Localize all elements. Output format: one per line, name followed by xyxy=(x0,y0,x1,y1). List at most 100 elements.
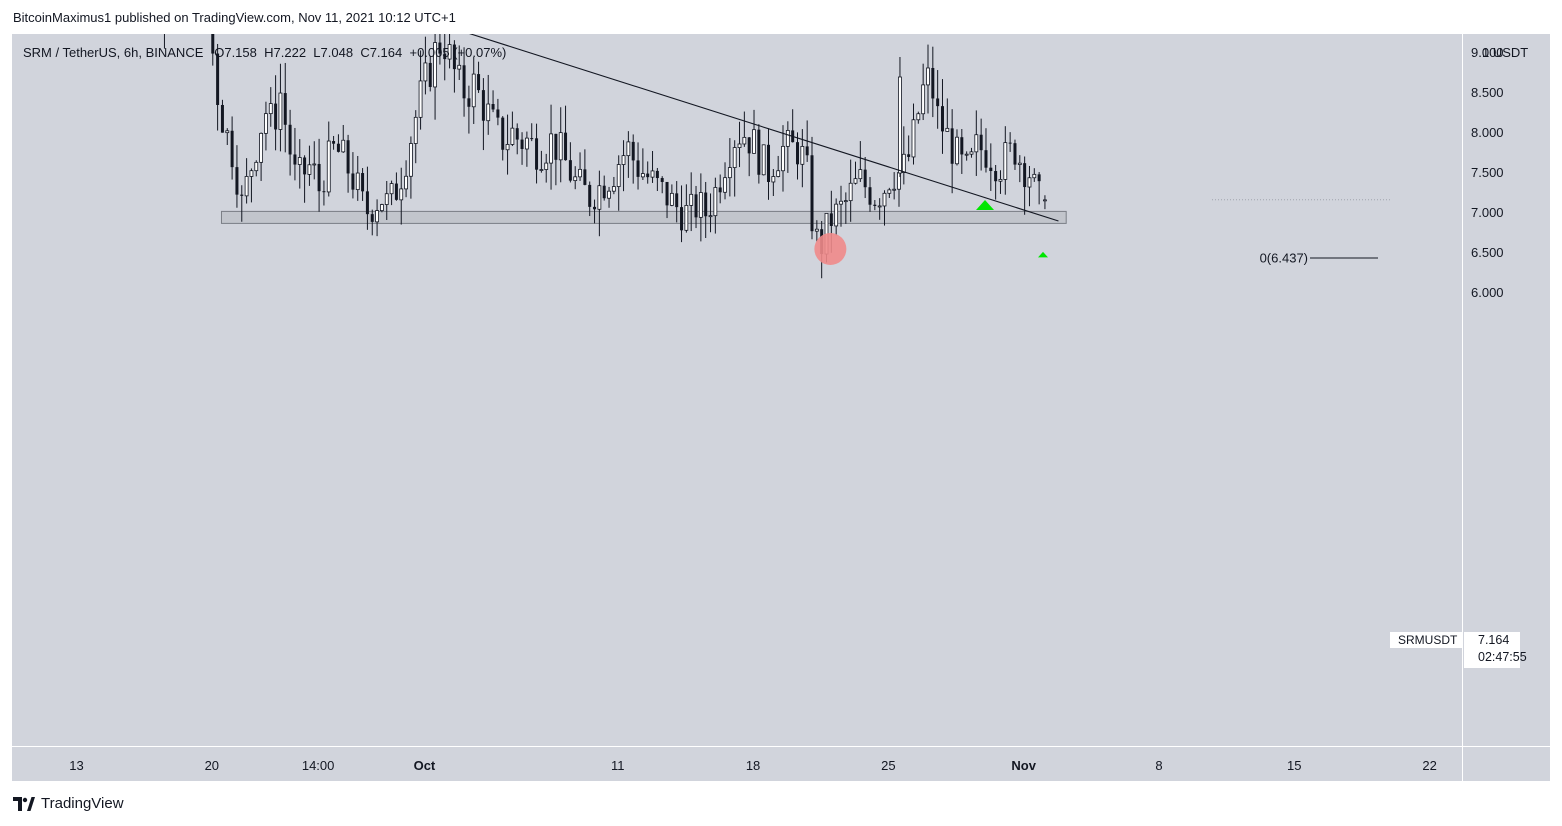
candle xyxy=(554,133,558,186)
candle xyxy=(481,78,485,151)
candle xyxy=(800,129,805,188)
candle xyxy=(868,176,872,212)
y-axis-unit: 1 USDT xyxy=(1482,45,1529,60)
candle xyxy=(1037,172,1041,205)
last-price-label: 7.164 02:47:55 xyxy=(1464,632,1527,668)
candle xyxy=(583,149,587,186)
symbol-pair: SRM / TetherUS, 6h, BINANCE xyxy=(23,45,204,60)
change-value: +0.005 (+0.07%) xyxy=(409,45,507,60)
close-value: 7.164 xyxy=(369,45,403,60)
candle xyxy=(776,155,781,178)
candle xyxy=(960,129,964,174)
low-value: 7.048 xyxy=(320,45,354,60)
candle xyxy=(240,185,244,222)
candle xyxy=(898,57,902,177)
candle xyxy=(969,147,974,158)
chart-area[interactable]: 14.00013.50013.00012.50012.00011.50011.0… xyxy=(12,34,1550,781)
candle xyxy=(873,200,877,211)
candle xyxy=(1013,139,1017,170)
candle xyxy=(443,34,447,81)
candle xyxy=(877,198,882,220)
candle xyxy=(708,193,713,233)
candle xyxy=(843,192,848,224)
y-tick-label: 8.500 xyxy=(1471,85,1504,100)
candle xyxy=(399,167,404,225)
candle xyxy=(767,128,771,200)
candle xyxy=(365,166,369,230)
candle xyxy=(621,140,626,192)
candle xyxy=(660,176,664,194)
candle xyxy=(520,132,524,165)
candle xyxy=(989,143,993,191)
candle xyxy=(791,109,795,143)
candle xyxy=(994,164,998,200)
candle xyxy=(796,132,800,180)
candle xyxy=(1017,155,1022,183)
candle xyxy=(640,148,645,180)
candle xyxy=(346,134,350,193)
candle xyxy=(467,85,471,134)
low-label: L xyxy=(313,45,321,60)
candle xyxy=(452,40,456,93)
candle xyxy=(593,199,597,224)
publish-line: BitcoinMaximus1 published on TradingView… xyxy=(13,10,456,25)
candle xyxy=(544,153,549,183)
x-tick-label: Nov xyxy=(1011,758,1036,773)
candle xyxy=(940,79,944,154)
footer-brand[interactable]: TradingView xyxy=(13,795,124,812)
candle xyxy=(669,184,674,207)
candle xyxy=(698,173,703,242)
y-tick-label: 6.000 xyxy=(1471,285,1504,300)
candle xyxy=(921,63,926,121)
candle xyxy=(486,74,491,135)
x-tick-label: 22 xyxy=(1422,758,1436,773)
candle xyxy=(882,190,887,226)
candle xyxy=(727,138,732,197)
candle xyxy=(1027,165,1032,207)
candle xyxy=(732,140,737,197)
candle xyxy=(361,168,365,201)
candle xyxy=(317,138,321,212)
candle xyxy=(931,46,935,118)
x-tick-label: 8 xyxy=(1155,758,1162,773)
price-chart[interactable]: 14.00013.50013.00012.50012.00011.50011.0… xyxy=(12,34,1550,781)
candle xyxy=(471,56,476,124)
x-tick-label: 18 xyxy=(746,758,760,773)
candle xyxy=(230,116,234,180)
x-tick-label: 14:00 xyxy=(302,758,335,773)
candle xyxy=(998,170,1003,194)
candle xyxy=(650,150,655,183)
candle xyxy=(332,135,336,150)
candle xyxy=(616,155,621,211)
candle xyxy=(235,145,239,208)
candle xyxy=(911,103,916,165)
candle xyxy=(249,168,254,203)
candle xyxy=(742,111,747,147)
candle xyxy=(1003,126,1008,195)
candle xyxy=(771,168,776,197)
candle xyxy=(680,185,684,243)
candle xyxy=(713,177,718,234)
candle xyxy=(394,172,398,201)
candle xyxy=(955,129,959,166)
symbol-ohlc-bar: SRM / TetherUS, 6h, BINANCE O7.158 H7.22… xyxy=(23,45,506,60)
candle xyxy=(326,121,331,197)
x-tick-label: 25 xyxy=(881,758,895,773)
candle xyxy=(863,157,867,199)
candle xyxy=(505,114,510,175)
candle xyxy=(462,47,466,117)
candle xyxy=(254,160,259,177)
breakdown-circle-marker xyxy=(814,233,847,265)
candle xyxy=(761,144,766,176)
candle xyxy=(216,43,220,131)
candle xyxy=(370,209,374,236)
open-value: 7.158 xyxy=(224,45,257,60)
candle xyxy=(558,107,563,183)
candle xyxy=(535,123,539,184)
candle xyxy=(413,110,418,164)
candle xyxy=(477,61,481,93)
candle xyxy=(389,180,394,206)
candle xyxy=(785,121,790,173)
candle xyxy=(564,105,568,161)
candle xyxy=(945,98,950,132)
